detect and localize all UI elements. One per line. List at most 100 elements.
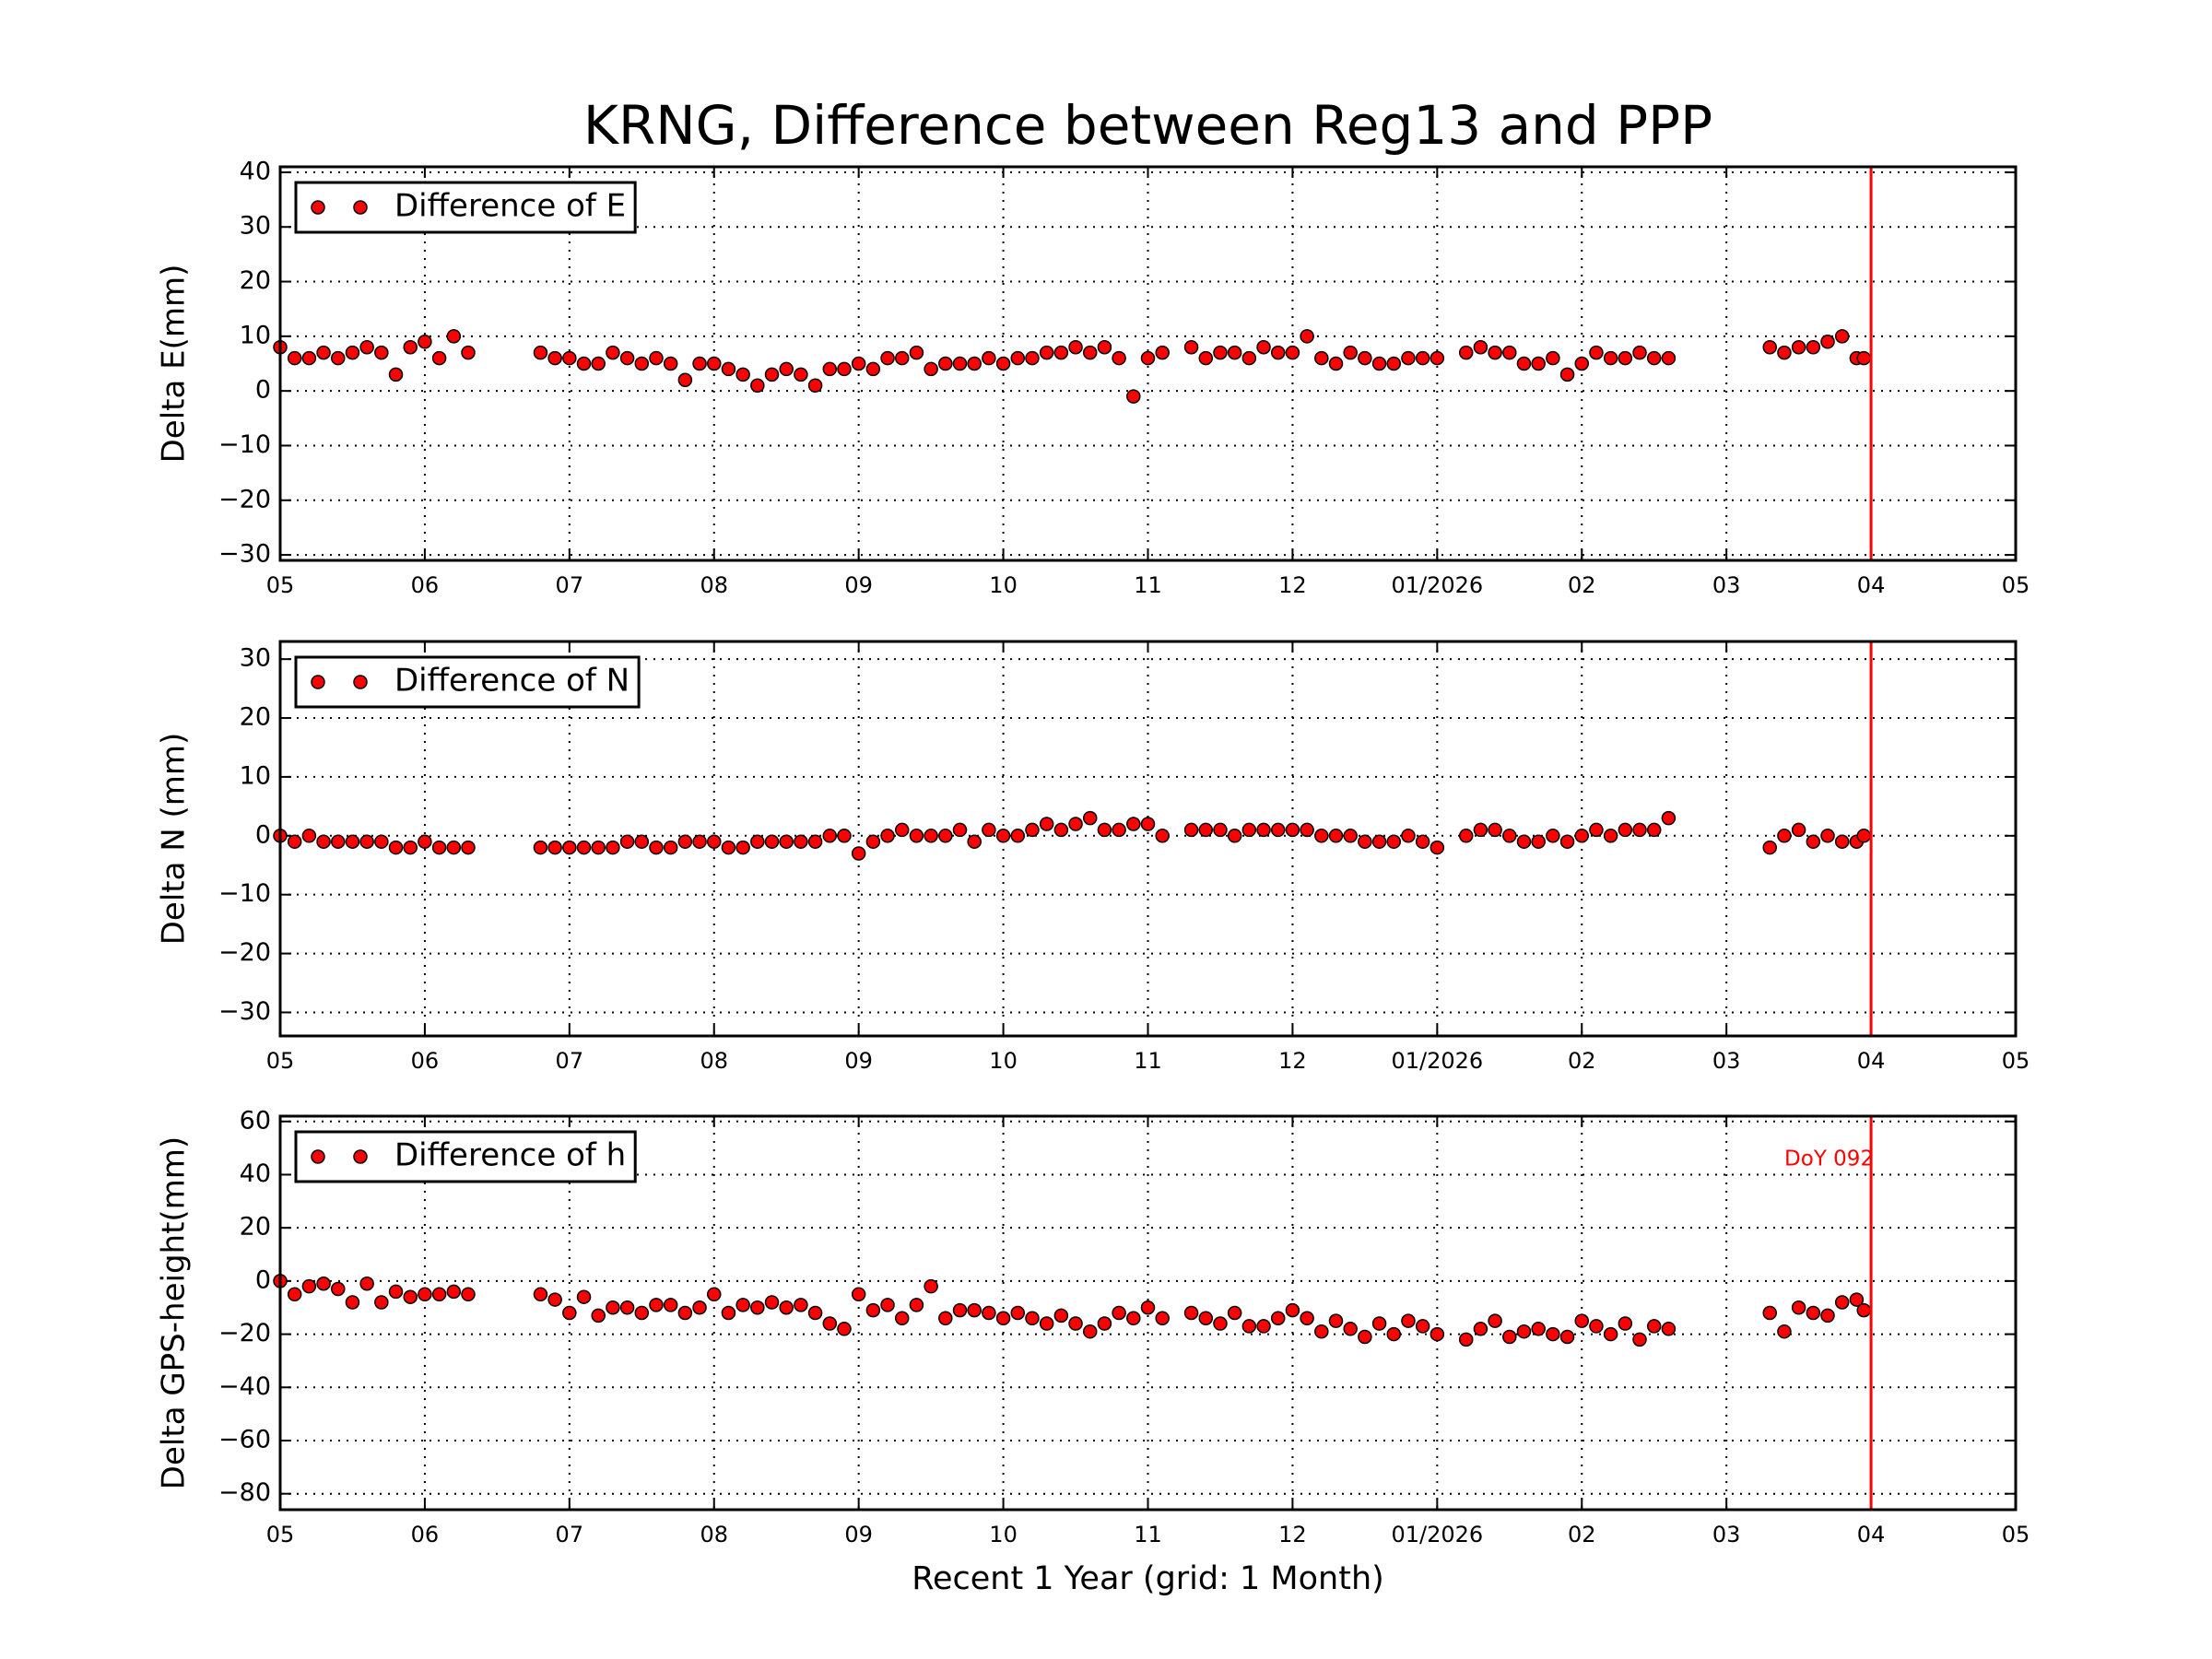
data-point xyxy=(1300,1311,1314,1326)
data-point xyxy=(764,1295,780,1310)
data-point xyxy=(837,1322,852,1336)
data-point xyxy=(388,840,404,855)
legend-box xyxy=(294,181,637,234)
data-point xyxy=(576,356,592,371)
data-point xyxy=(1820,335,1835,349)
data-point xyxy=(1010,829,1026,843)
data-point xyxy=(1646,822,1662,838)
data-point xyxy=(1241,1319,1257,1334)
data-point xyxy=(446,840,462,855)
legend-label: Difference of h xyxy=(394,1137,626,1174)
data-point xyxy=(794,834,808,849)
data-point xyxy=(1039,1316,1054,1331)
data-point xyxy=(1386,356,1402,371)
y-tick-label: 60 xyxy=(240,1106,271,1135)
data-point xyxy=(1053,345,1069,360)
data-point xyxy=(1140,1300,1156,1315)
data-point xyxy=(1155,829,1170,843)
x-tick-label: 04 xyxy=(1857,1522,1886,1547)
y-tick-label: −80 xyxy=(218,1478,271,1507)
data-point xyxy=(1300,329,1314,344)
data-point xyxy=(938,356,953,371)
data-point xyxy=(1762,1305,1777,1321)
data-point xyxy=(851,1287,866,1302)
data-point xyxy=(1430,350,1445,366)
x-tick-label: 08 xyxy=(700,1522,728,1547)
data-point xyxy=(1502,345,1517,360)
data-point xyxy=(995,829,1011,843)
data-point xyxy=(1025,350,1040,366)
data-point xyxy=(851,356,866,371)
data-point xyxy=(967,834,982,849)
data-point xyxy=(1241,350,1257,366)
data-point xyxy=(374,345,389,360)
data-point xyxy=(735,840,750,855)
data-point xyxy=(634,834,650,849)
data-point xyxy=(967,1302,982,1318)
data-point xyxy=(1415,350,1430,366)
data-point xyxy=(938,1311,953,1326)
data-point xyxy=(1241,822,1257,838)
data-point xyxy=(735,1298,750,1312)
data-point xyxy=(1806,339,1821,355)
data-point xyxy=(1777,829,1792,843)
data-point xyxy=(1488,822,1502,838)
data-point xyxy=(982,350,996,366)
data-point xyxy=(1574,1313,1589,1328)
data-point xyxy=(1762,840,1777,855)
data-point xyxy=(287,1287,302,1302)
data-point xyxy=(1112,1305,1126,1321)
data-point xyxy=(1589,1319,1604,1334)
x-axis-label: Recent 1 Year (grid: 1 Month) xyxy=(912,1560,1384,1597)
data-point xyxy=(1314,1324,1329,1339)
x-tick-label: 07 xyxy=(556,572,584,598)
data-point xyxy=(677,1305,693,1321)
data-point xyxy=(938,829,953,843)
data-point xyxy=(547,840,562,855)
data-point xyxy=(1227,829,1242,843)
data-point xyxy=(1546,350,1560,366)
data-point xyxy=(1183,339,1199,355)
data-point xyxy=(1603,1326,1618,1342)
y-tick-label: 20 xyxy=(240,703,271,732)
x-tick-label: 09 xyxy=(844,1522,873,1547)
data-point xyxy=(1155,1311,1170,1326)
data-point xyxy=(562,350,577,366)
x-tick-label: 05 xyxy=(266,572,295,598)
data-point xyxy=(431,1287,447,1302)
data-point xyxy=(301,350,317,366)
data-point xyxy=(1618,822,1633,838)
data-point xyxy=(995,1311,1011,1326)
data-point xyxy=(606,345,620,360)
data-point xyxy=(851,846,866,861)
data-point xyxy=(1198,822,1214,838)
data-point xyxy=(750,378,765,393)
data-point xyxy=(880,829,895,843)
data-point xyxy=(1371,356,1387,371)
data-point xyxy=(1430,840,1445,855)
data-point xyxy=(1270,345,1286,360)
data-point xyxy=(1270,822,1286,838)
x-tick-label: 12 xyxy=(1278,1522,1307,1547)
y-tick-label: −10 xyxy=(218,430,271,459)
data-point xyxy=(606,840,620,855)
data-point xyxy=(1531,834,1546,849)
data-point xyxy=(1112,350,1126,366)
data-point xyxy=(1806,834,1821,849)
x-tick-label: 05 xyxy=(2002,1048,2030,1074)
y-tick-label: 40 xyxy=(240,157,271,185)
data-point xyxy=(1082,810,1098,826)
data-point xyxy=(1546,1326,1560,1342)
x-tick-label: 05 xyxy=(266,1522,295,1547)
data-point xyxy=(388,1284,404,1300)
data-point xyxy=(1401,350,1416,366)
x-tick-label: 01/2026 xyxy=(1391,1048,1483,1074)
data-point xyxy=(461,840,476,855)
data-point xyxy=(1314,829,1329,843)
data-point xyxy=(533,1287,548,1302)
data-point xyxy=(1806,1305,1821,1321)
data-point xyxy=(1762,339,1777,355)
data-point xyxy=(1285,1302,1300,1318)
y-tick-label: 0 xyxy=(255,1265,271,1294)
data-point xyxy=(735,367,750,382)
